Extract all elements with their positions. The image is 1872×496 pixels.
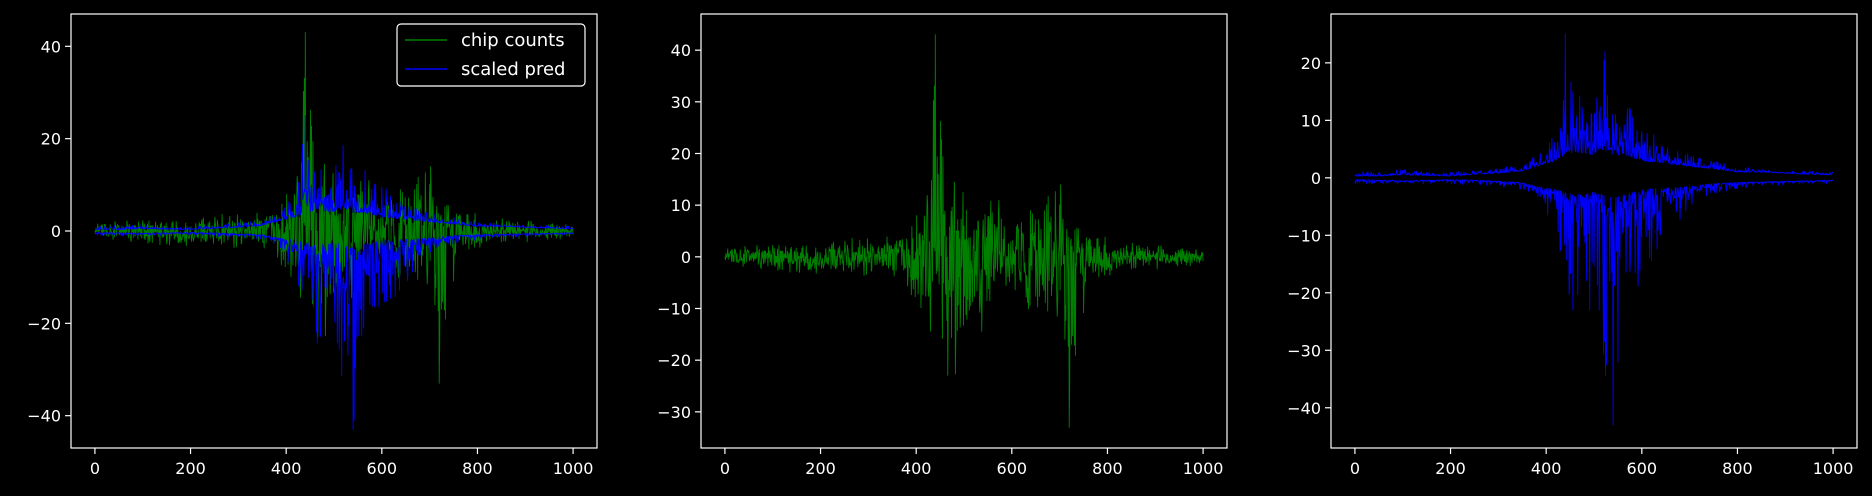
y-tick-label: −30 [657, 403, 691, 422]
x-tick-label: 200 [1435, 459, 1466, 478]
y-tick-label: 0 [51, 222, 61, 241]
x-tick-label: 600 [1627, 459, 1658, 478]
x-tick-label: 400 [1531, 459, 1562, 478]
y-tick-label: 20 [671, 145, 691, 164]
y-tick-label: 30 [671, 93, 691, 112]
y-tick-label: 40 [41, 37, 61, 56]
plot-area [724, 34, 1204, 428]
legend: chip counts scaled pred [396, 23, 586, 87]
x-tick-label: 800 [1092, 459, 1123, 478]
series-line-chip-counts [94, 32, 574, 384]
y-tick-label: 40 [671, 41, 691, 60]
x-tick-label: 0 [90, 459, 100, 478]
y-tick-label: −20 [1287, 284, 1321, 303]
series-line-series-0-lower-band [1354, 179, 1834, 426]
x-tick-label: 800 [1722, 459, 1753, 478]
x-tick-label: 1000 [1183, 459, 1224, 478]
panel-scaled-pred: 0 200 400 600 800 1000 −40 −30 −20 −10 0 10 20 [1287, 13, 1858, 478]
x-tick-label: 200 [805, 459, 836, 478]
y-tick-label: 20 [1301, 54, 1321, 73]
y-tick-label: −20 [27, 314, 61, 333]
y-tick-label: −20 [657, 351, 691, 370]
y-tick-label: 10 [671, 196, 691, 215]
panel-chip-counts: 0 200 400 600 800 1000 −30 −20 −10 0 10 20 30 40 [657, 13, 1228, 478]
x-tick-label: 800 [462, 459, 493, 478]
y-tick-label: −10 [657, 300, 691, 319]
x-tick-label: 600 [367, 459, 398, 478]
series-line-series-0-upper-band [1354, 33, 1834, 177]
series-line-scaled-pred-lower-band [94, 231, 574, 430]
panel-chip-counts-vs-scaled-pred: 0 200 400 600 800 1000 −40 −20 0 20 40 [27, 13, 598, 478]
x-tick-label: 400 [271, 459, 302, 478]
series-line-scaled-pred-upper-band [94, 115, 574, 231]
y-tick-label: −10 [1287, 226, 1321, 245]
axes-frame [700, 13, 1228, 449]
x-tick-label: 1000 [553, 459, 594, 478]
plot-area [1354, 33, 1834, 426]
y-tick-label: −40 [1287, 399, 1321, 418]
y-tick-label: −40 [27, 407, 61, 426]
x-tick-label: 0 [720, 459, 730, 478]
axes-frame [1330, 13, 1858, 449]
y-tick-label: 10 [1301, 111, 1321, 130]
plot-area [94, 32, 574, 430]
legend-label-chip-counts: chip counts [461, 30, 565, 51]
y-tick-label: −30 [1287, 341, 1321, 360]
x-tick-label: 1000 [1813, 459, 1854, 478]
x-tick-label: 0 [1350, 459, 1360, 478]
y-tick-label: 0 [681, 248, 691, 267]
legend-label-scaled-pred: scaled pred [461, 59, 565, 80]
series-line-series-0 [724, 34, 1204, 428]
x-tick-label: 600 [997, 459, 1028, 478]
x-tick-label: 200 [175, 459, 206, 478]
x-tick-label: 400 [901, 459, 932, 478]
y-tick-label: 0 [1311, 169, 1321, 188]
y-tick-label: 20 [41, 130, 61, 149]
